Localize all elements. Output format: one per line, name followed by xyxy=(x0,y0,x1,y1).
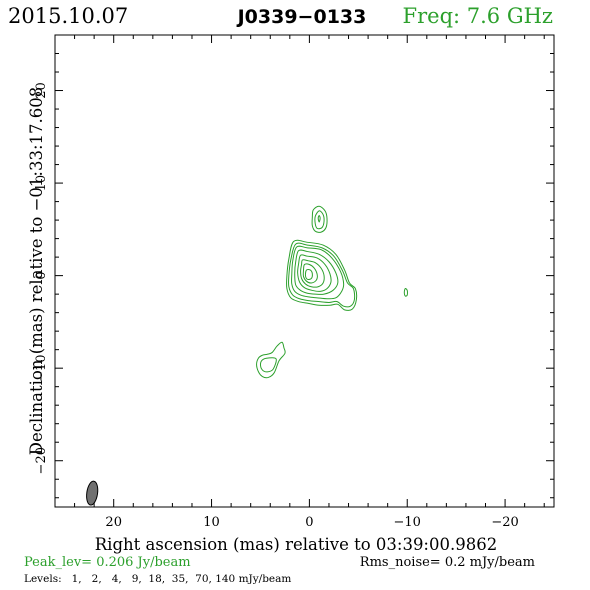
y-tick-label: 0 xyxy=(34,271,49,279)
x-axis-label: Right ascension (mas) relative to 03:39:… xyxy=(95,535,497,554)
contour-map xyxy=(256,205,408,379)
beam-group xyxy=(86,480,99,506)
tick-labels: 20 10 0 −10 −20 20 10 0 −10 −20 xyxy=(34,82,519,530)
core-contour xyxy=(300,259,325,288)
y-tick-label: −20 xyxy=(34,447,49,474)
y-tick-label: −10 xyxy=(34,354,49,381)
x-tick-label: 0 xyxy=(305,515,313,530)
core-contour xyxy=(291,245,345,300)
frequency-label: Freq: 7.6 GHz xyxy=(403,4,553,28)
north-component-contour xyxy=(311,205,328,233)
axis-ticks xyxy=(55,35,554,507)
core-contour xyxy=(294,249,339,295)
contour-levels: Levels: 1, 2, 4, 9, 18, 35, 70, 140 mJy/… xyxy=(24,573,291,585)
rms-noise: Rms_noise= 0.2 mJy/beam xyxy=(360,555,535,570)
y-tick-label: 20 xyxy=(34,82,49,99)
plot-frame xyxy=(54,34,555,508)
y-tick-label: 10 xyxy=(34,175,49,192)
x-tick-label: −20 xyxy=(491,515,518,530)
x-tick-label: 10 xyxy=(203,515,220,530)
north-component-contour xyxy=(314,210,325,230)
beam-ellipse xyxy=(86,480,99,506)
y-axis-label: Declination (mas) relative to −01:33:17.… xyxy=(27,87,46,456)
peak-level: Peak_lev= 0.206 Jy/beam xyxy=(24,555,191,570)
core-contour xyxy=(297,254,332,292)
west-spot-contour xyxy=(403,288,408,297)
core-contour xyxy=(302,263,318,284)
core-contour xyxy=(304,268,313,281)
source-name: J0339−0133 xyxy=(236,6,367,28)
x-tick-label: −10 xyxy=(394,515,421,530)
south-component-contour xyxy=(256,341,286,379)
x-tick-label: 20 xyxy=(105,515,122,530)
south-component-contour xyxy=(259,357,277,373)
observation-date: 2015.10.07 xyxy=(8,4,128,28)
core-contour xyxy=(286,239,358,311)
north-component-contour xyxy=(317,214,321,223)
core-contour xyxy=(287,242,356,308)
